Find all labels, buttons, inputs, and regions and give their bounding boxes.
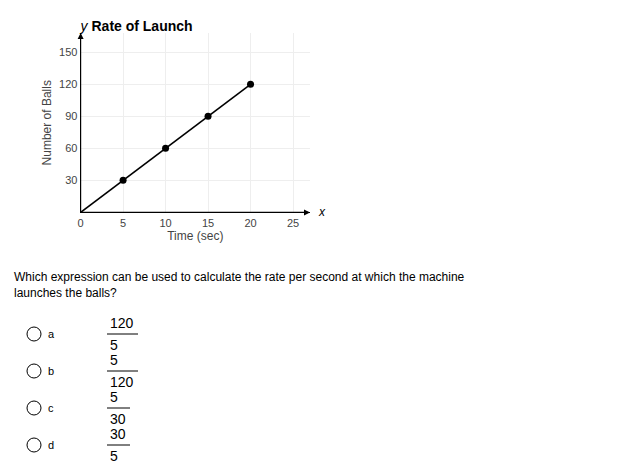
svg-text:5: 5: [110, 352, 118, 368]
svg-text:5: 5: [120, 217, 126, 229]
svg-text:90: 90: [65, 110, 77, 122]
svg-text:120: 120: [110, 315, 134, 331]
svg-text:Time (sec): Time (sec): [167, 229, 223, 243]
svg-text:30: 30: [65, 174, 77, 186]
svg-text:120: 120: [59, 78, 77, 90]
svg-text:15: 15: [202, 217, 214, 229]
svg-text:Number of Balls: Number of Balls: [40, 80, 54, 165]
svg-text:10: 10: [159, 217, 171, 229]
svg-text:5: 5: [110, 389, 118, 405]
svg-text:60: 60: [65, 142, 77, 154]
svg-text:150: 150: [59, 46, 77, 58]
svg-text:5: 5: [110, 448, 118, 464]
svg-text:Which expression can be used t: Which expression can be used to calculat…: [14, 270, 465, 300]
svg-text:x: x: [318, 205, 326, 219]
svg-text:120: 120: [110, 374, 134, 390]
svg-text:y Rate of Launch: y Rate of Launch: [80, 18, 193, 34]
svg-text:30: 30: [110, 426, 126, 442]
svg-text:20: 20: [244, 217, 256, 229]
svg-text:c: c: [48, 402, 54, 414]
svg-text:d: d: [48, 439, 54, 451]
svg-text:5: 5: [110, 337, 118, 353]
svg-text:a: a: [48, 328, 55, 340]
svg-text:30: 30: [110, 411, 126, 427]
svg-text:b: b: [48, 365, 54, 377]
svg-text:0: 0: [78, 217, 84, 229]
svg-text:25: 25: [287, 217, 299, 229]
